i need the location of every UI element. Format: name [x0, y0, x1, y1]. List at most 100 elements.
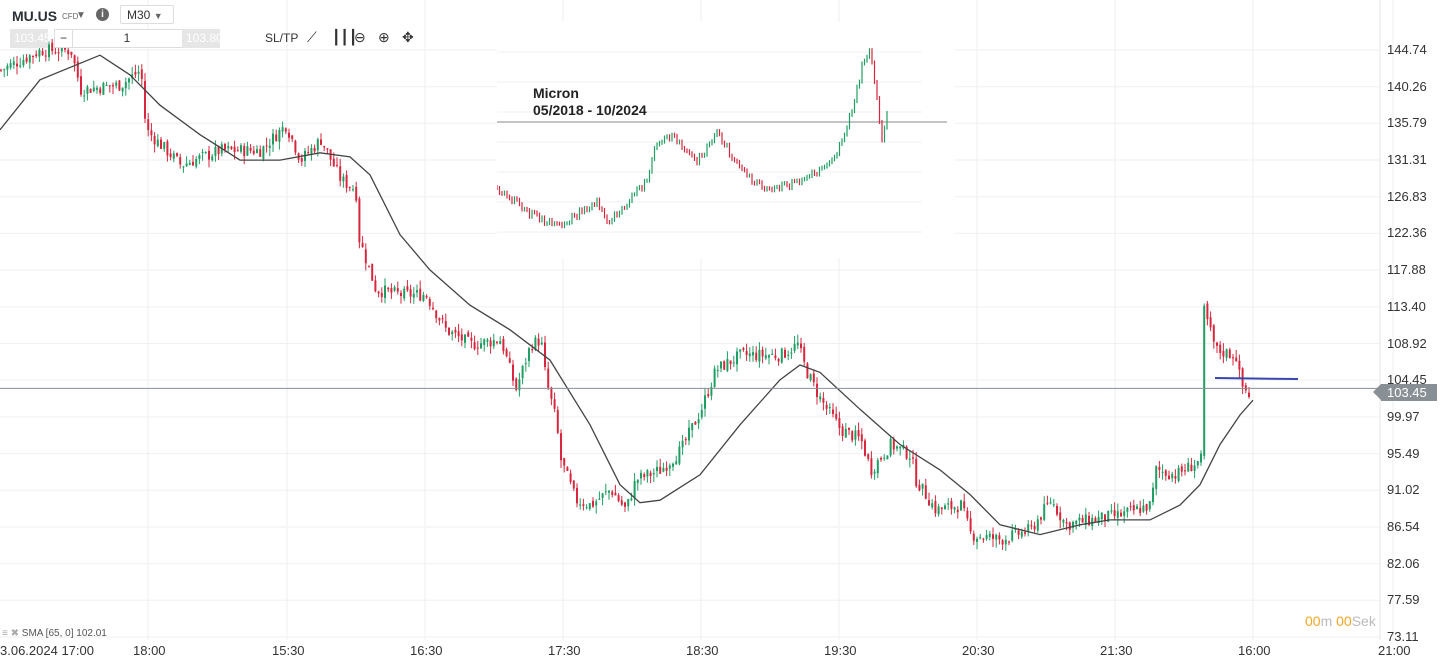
- candle-body: [272, 133, 274, 145]
- symbol-dropdown-icon[interactable]: ▼: [76, 10, 86, 21]
- candle-body: [1238, 360, 1241, 370]
- x-tick-label: 19:30: [824, 643, 857, 658]
- candle-body: [435, 310, 438, 319]
- candle-body: [768, 355, 770, 358]
- candle-body: [265, 145, 268, 147]
- candle-body: [742, 348, 745, 350]
- candle-body: [675, 461, 678, 465]
- y-tick-label: 144.74: [1387, 42, 1427, 57]
- candle-body: [307, 152, 310, 154]
- candle-body: [953, 507, 956, 510]
- candle-body: [822, 397, 825, 403]
- candlestick-icon[interactable]: ┃┃┃: [332, 29, 358, 45]
- candle-body: [662, 468, 665, 472]
- candle-body: [73, 55, 76, 64]
- candle-body: [192, 161, 194, 166]
- candle-body: [640, 472, 642, 479]
- candle-body: [547, 368, 550, 388]
- candle-body: [787, 354, 790, 356]
- candle-body: [480, 343, 482, 349]
- candle-body: [544, 342, 546, 368]
- candle-body: [710, 386, 713, 396]
- candle-body: [355, 186, 358, 201]
- candle-body: [80, 76, 82, 95]
- candle-body: [22, 60, 25, 66]
- candle-body: [320, 139, 322, 145]
- candle-body: [451, 331, 454, 335]
- candle-body: [652, 473, 655, 475]
- candle-body: [678, 446, 681, 464]
- candle-body: [12, 61, 15, 65]
- x-tick-label: 17:30: [548, 643, 581, 658]
- candle-body: [112, 85, 114, 87]
- candle-body: [1081, 517, 1084, 523]
- candle-body: [1040, 517, 1042, 520]
- candle-body: [361, 242, 364, 247]
- quantity-input[interactable]: 1: [123, 31, 131, 45]
- candle-body: [115, 82, 118, 86]
- candle-body: [992, 534, 994, 539]
- quantity-minus-button[interactable]: −: [55, 30, 73, 47]
- candle-body: [1187, 462, 1190, 472]
- y-tick-label: 113.40: [1387, 298, 1426, 314]
- candle-body: [259, 149, 262, 157]
- candle-body: [764, 355, 767, 359]
- candle-body: [412, 293, 415, 298]
- candle-body: [896, 446, 898, 449]
- candle-body: [204, 151, 207, 153]
- line-chart-icon[interactable]: ⟋: [307, 29, 317, 45]
- info-icon[interactable]: i: [96, 8, 109, 21]
- candle-body: [227, 146, 230, 149]
- candle-body: [364, 249, 367, 264]
- candle-body: [1212, 325, 1215, 342]
- candle-body: [950, 501, 953, 509]
- candle-body: [1001, 540, 1004, 545]
- candle-body: [457, 331, 460, 337]
- candle-body: [1030, 525, 1033, 527]
- symbol-label[interactable]: MU.US: [12, 8, 58, 24]
- candle-body: [915, 458, 918, 487]
- candle-body: [944, 505, 946, 510]
- candle-body: [620, 500, 623, 505]
- y-tick-label: 126.83: [1387, 188, 1427, 204]
- candle-body: [1161, 471, 1164, 473]
- zoom-out-icon[interactable]: ⊖: [354, 29, 366, 45]
- candle-body: [819, 396, 822, 400]
- candle-body: [380, 293, 383, 297]
- candle-body: [1075, 520, 1078, 524]
- y-tick-label: 117.88: [1387, 262, 1426, 278]
- candle-body: [1011, 530, 1014, 541]
- buy-price-button[interactable]: 103.80: [182, 29, 223, 48]
- candle-body: [1100, 512, 1103, 520]
- horizontal-level-line[interactable]: [1214, 377, 1299, 381]
- sma-indicator-legend[interactable]: ≡ ✖ SMA [65, 0] 102.01: [2, 628, 107, 639]
- candle-body: [656, 466, 658, 472]
- sma-line: [0, 54, 1254, 536]
- candle-body: [9, 63, 12, 68]
- candle-body: [403, 288, 406, 299]
- candle-body: [825, 404, 828, 409]
- candle-body: [1049, 502, 1052, 504]
- sell-price-button[interactable]: 103.45: [10, 29, 51, 48]
- candle-body: [905, 446, 908, 459]
- close-icon[interactable]: ≡ ✖: [2, 628, 22, 639]
- candle-body: [876, 460, 879, 474]
- candle-body: [860, 434, 863, 442]
- sltp-button[interactable]: SL/TP: [265, 31, 299, 45]
- candle-body: [1145, 504, 1148, 511]
- pan-icon[interactable]: ✥: [402, 29, 414, 45]
- candle-body: [1235, 357, 1238, 362]
- timeframe-select[interactable]: M30 ▼: [120, 5, 174, 24]
- candle-body: [665, 467, 668, 471]
- candle-body: [230, 146, 233, 149]
- candle-body: [198, 155, 201, 160]
- candle-body: [838, 418, 841, 428]
- zoom-in-icon[interactable]: ⊕: [378, 29, 390, 45]
- candle-body: [592, 500, 594, 507]
- candle-body: [643, 474, 646, 478]
- candle-body: [1123, 511, 1126, 516]
- candle-body: [931, 503, 934, 508]
- candle-body: [857, 430, 860, 437]
- candle-body: [982, 538, 985, 540]
